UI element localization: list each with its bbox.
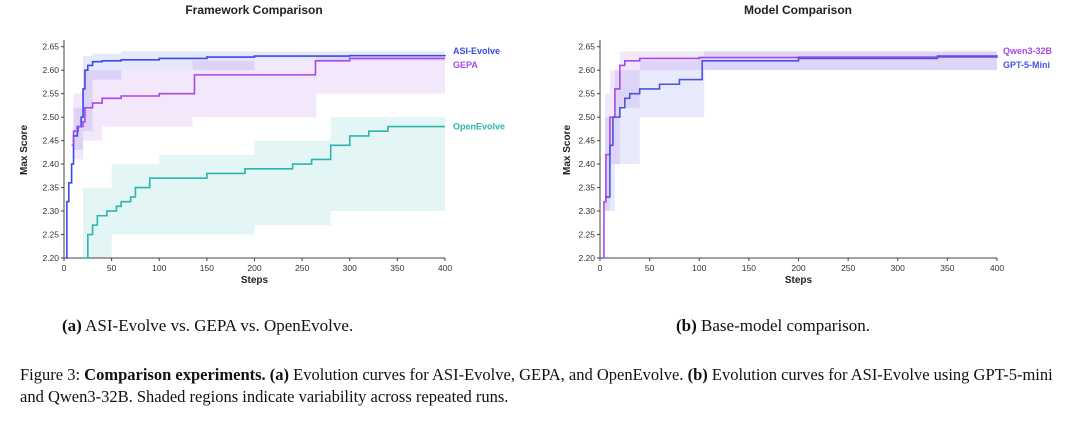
y-tick-label: 2.65	[578, 42, 595, 52]
y-tick-label: 2.30	[42, 206, 59, 216]
series-line-gepa	[71, 57, 445, 147]
figure-caption-prefix: Figure 3:	[20, 365, 85, 384]
x-tick-label: 100	[692, 263, 706, 273]
y-tick-label: 2.50	[42, 112, 59, 122]
x-tick-label: 300	[891, 263, 905, 273]
band-openevolve	[83, 112, 446, 258]
x-tick-label: 0	[598, 263, 603, 273]
y-tick-label: 2.45	[42, 136, 59, 146]
x-tick-label: 200	[247, 263, 261, 273]
y-tick-label: 2.40	[578, 159, 595, 169]
x-tick-label: 400	[990, 263, 1004, 273]
y-axis-label: Max Score	[19, 125, 30, 175]
y-tick-label: 2.55	[42, 89, 59, 99]
x-tick-label: 250	[295, 263, 309, 273]
subcaption-b: (b) Base-model comparison.	[676, 316, 870, 336]
y-tick-label: 2.20	[42, 253, 59, 263]
y-tick-label: 2.30	[578, 206, 595, 216]
x-tick-label: 350	[940, 263, 954, 273]
x-tick-label: 50	[107, 263, 117, 273]
x-tick-label: 150	[742, 263, 756, 273]
figure-caption-b-tag: (b)	[687, 365, 708, 384]
y-tick-label: 2.35	[578, 183, 595, 193]
y-tick-label: 2.45	[578, 136, 595, 146]
chart-framework: Framework Comparison 2.20 2.25 2.30 2.35 2.40…	[19, 3, 505, 286]
x-axis-label: Steps	[241, 275, 269, 286]
figure-caption: Figure 3: Comparison experiments. (a) Ev…	[20, 364, 1065, 408]
x-tick-label: 150	[200, 263, 214, 273]
x-tick-label: 0	[62, 263, 67, 273]
subcaption-a-tag: (a)	[62, 316, 82, 335]
y-tick-label: 2.35	[42, 183, 59, 193]
chart-model: Model Comparison 2.20 2.25 2.30 2.35 2.40 2.45…	[562, 3, 1053, 286]
figure-caption-a-tag: (a)	[269, 365, 290, 384]
x-tick-label: 50	[645, 263, 655, 273]
band-qwen3-32b	[604, 51, 997, 212]
y-tick-label: 2.25	[578, 230, 595, 240]
x-tick-label: 200	[791, 263, 805, 273]
series-label-gpt-5-mini: GPT-5-Mini	[1003, 60, 1050, 70]
y-tick-label: 2.55	[578, 89, 595, 99]
series-line-openevolve	[83, 125, 445, 259]
x-axis-label: Steps	[785, 275, 813, 286]
figure-caption-bold: Comparison experiments.	[84, 365, 266, 384]
subcaption-a: (a) ASI-Evolve vs. GEPA vs. OpenEvolve.	[62, 316, 353, 336]
series-line-asi-evolve	[65, 54, 446, 259]
band-gpt-5-mini	[604, 51, 997, 212]
x-tick-label: 350	[390, 263, 404, 273]
series-label-asi-evolve: ASI-Evolve	[453, 46, 500, 56]
figure-charts: Framework Comparison 2.20 2.25 2.30 2.35 2.40…	[19, 3, 1053, 286]
series-line-qwen3-32b	[601, 55, 998, 259]
series-label-gepa: GEPA	[453, 60, 478, 70]
x-tick-label: 400	[438, 263, 452, 273]
x-tick-label: 300	[343, 263, 357, 273]
y-tick-label: 2.20	[578, 253, 595, 263]
series-label-openevolve: OpenEvolve	[453, 122, 505, 132]
figure-caption-a-text: Evolution curves for ASI-Evolve, GEPA, a…	[289, 365, 688, 384]
series-label-qwen3-32b: Qwen3-32B	[1003, 46, 1053, 56]
y-tick-label: 2.50	[578, 112, 595, 122]
y-axis-label: Max Score	[562, 125, 573, 175]
y-tick-label: 2.60	[578, 65, 595, 75]
series-line-gpt-5-mini	[604, 55, 997, 198]
subcaption-b-text: Base-model comparison.	[696, 316, 871, 335]
subcaption-a-text: ASI-Evolve vs. GEPA vs. OpenEvolve.	[81, 316, 354, 335]
y-tick-label: 2.25	[42, 230, 59, 240]
y-tick-label: 2.65	[42, 42, 59, 52]
x-tick-label: 250	[841, 263, 855, 273]
subcaption-b-tag: (b)	[676, 316, 697, 335]
band-gepa	[73, 56, 446, 160]
chart-title: Model Comparison	[744, 3, 852, 17]
chart-title: Framework Comparison	[185, 3, 322, 17]
y-tick-label: 2.60	[42, 65, 59, 75]
figure-caption-b-text: Evolution curves for ASI-Evolve using GP…	[20, 365, 1053, 406]
y-tick-label: 2.40	[42, 159, 59, 169]
x-tick-label: 100	[152, 263, 166, 273]
